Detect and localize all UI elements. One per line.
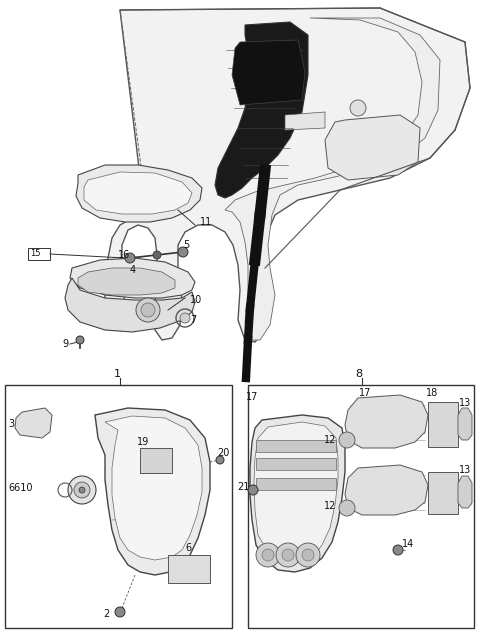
Circle shape xyxy=(248,485,258,495)
Polygon shape xyxy=(250,415,345,572)
Circle shape xyxy=(302,549,314,561)
Circle shape xyxy=(393,545,403,555)
Polygon shape xyxy=(76,165,202,222)
Bar xyxy=(256,458,336,470)
Circle shape xyxy=(180,313,190,323)
Polygon shape xyxy=(105,416,202,560)
Bar xyxy=(256,478,336,490)
Text: 20: 20 xyxy=(217,448,229,458)
Polygon shape xyxy=(65,278,195,332)
Circle shape xyxy=(296,543,320,567)
Text: 9: 9 xyxy=(62,339,68,349)
Circle shape xyxy=(68,476,96,504)
Text: 4: 4 xyxy=(130,265,136,275)
Text: 21: 21 xyxy=(237,482,249,492)
Text: 19: 19 xyxy=(137,437,149,447)
Text: 13: 13 xyxy=(459,465,471,475)
Polygon shape xyxy=(95,408,210,575)
Text: 14: 14 xyxy=(402,539,414,549)
Text: 7: 7 xyxy=(190,315,196,325)
Circle shape xyxy=(76,336,84,344)
Circle shape xyxy=(153,251,161,259)
Circle shape xyxy=(115,607,125,617)
Bar xyxy=(428,472,458,514)
Text: 6: 6 xyxy=(185,543,191,553)
Text: 5: 5 xyxy=(183,240,189,250)
Polygon shape xyxy=(345,395,428,448)
Text: 16: 16 xyxy=(118,250,130,260)
Polygon shape xyxy=(15,408,52,438)
Polygon shape xyxy=(78,268,175,295)
Text: 13: 13 xyxy=(459,398,471,408)
Text: 3: 3 xyxy=(8,419,14,429)
Bar xyxy=(428,402,458,447)
Polygon shape xyxy=(345,465,428,515)
Polygon shape xyxy=(84,172,192,214)
Bar xyxy=(248,385,474,628)
Circle shape xyxy=(216,456,224,464)
Circle shape xyxy=(74,482,90,498)
Polygon shape xyxy=(225,18,440,340)
Polygon shape xyxy=(254,422,338,562)
Circle shape xyxy=(256,543,280,567)
Polygon shape xyxy=(458,476,472,508)
Polygon shape xyxy=(232,40,305,105)
Polygon shape xyxy=(325,115,420,180)
Text: 18: 18 xyxy=(426,388,438,398)
Circle shape xyxy=(262,549,274,561)
Polygon shape xyxy=(285,112,325,130)
Polygon shape xyxy=(215,22,308,198)
Polygon shape xyxy=(458,408,472,440)
Bar xyxy=(28,248,50,260)
Text: 17: 17 xyxy=(359,388,371,398)
Text: 6610: 6610 xyxy=(8,483,33,493)
Text: 8: 8 xyxy=(355,369,362,379)
Circle shape xyxy=(339,500,355,516)
Text: 1: 1 xyxy=(113,369,120,379)
Bar xyxy=(256,440,336,452)
Circle shape xyxy=(339,432,355,448)
Circle shape xyxy=(246,46,270,70)
Circle shape xyxy=(141,303,155,317)
Bar xyxy=(168,555,210,583)
Polygon shape xyxy=(105,8,470,342)
Circle shape xyxy=(267,50,283,66)
Text: 15: 15 xyxy=(30,249,40,258)
Bar xyxy=(5,385,232,628)
Bar xyxy=(140,448,172,473)
Circle shape xyxy=(350,100,366,116)
Circle shape xyxy=(276,543,300,567)
Text: 17: 17 xyxy=(246,392,258,402)
Circle shape xyxy=(136,298,160,322)
Circle shape xyxy=(79,487,85,493)
Text: 2: 2 xyxy=(103,609,109,619)
Circle shape xyxy=(178,247,188,257)
Text: 11: 11 xyxy=(200,217,212,227)
Text: 12: 12 xyxy=(324,435,336,445)
Text: 10: 10 xyxy=(190,295,202,305)
Text: 12: 12 xyxy=(324,501,336,511)
Polygon shape xyxy=(70,258,195,298)
Circle shape xyxy=(282,549,294,561)
Circle shape xyxy=(125,253,135,263)
Circle shape xyxy=(249,71,267,89)
